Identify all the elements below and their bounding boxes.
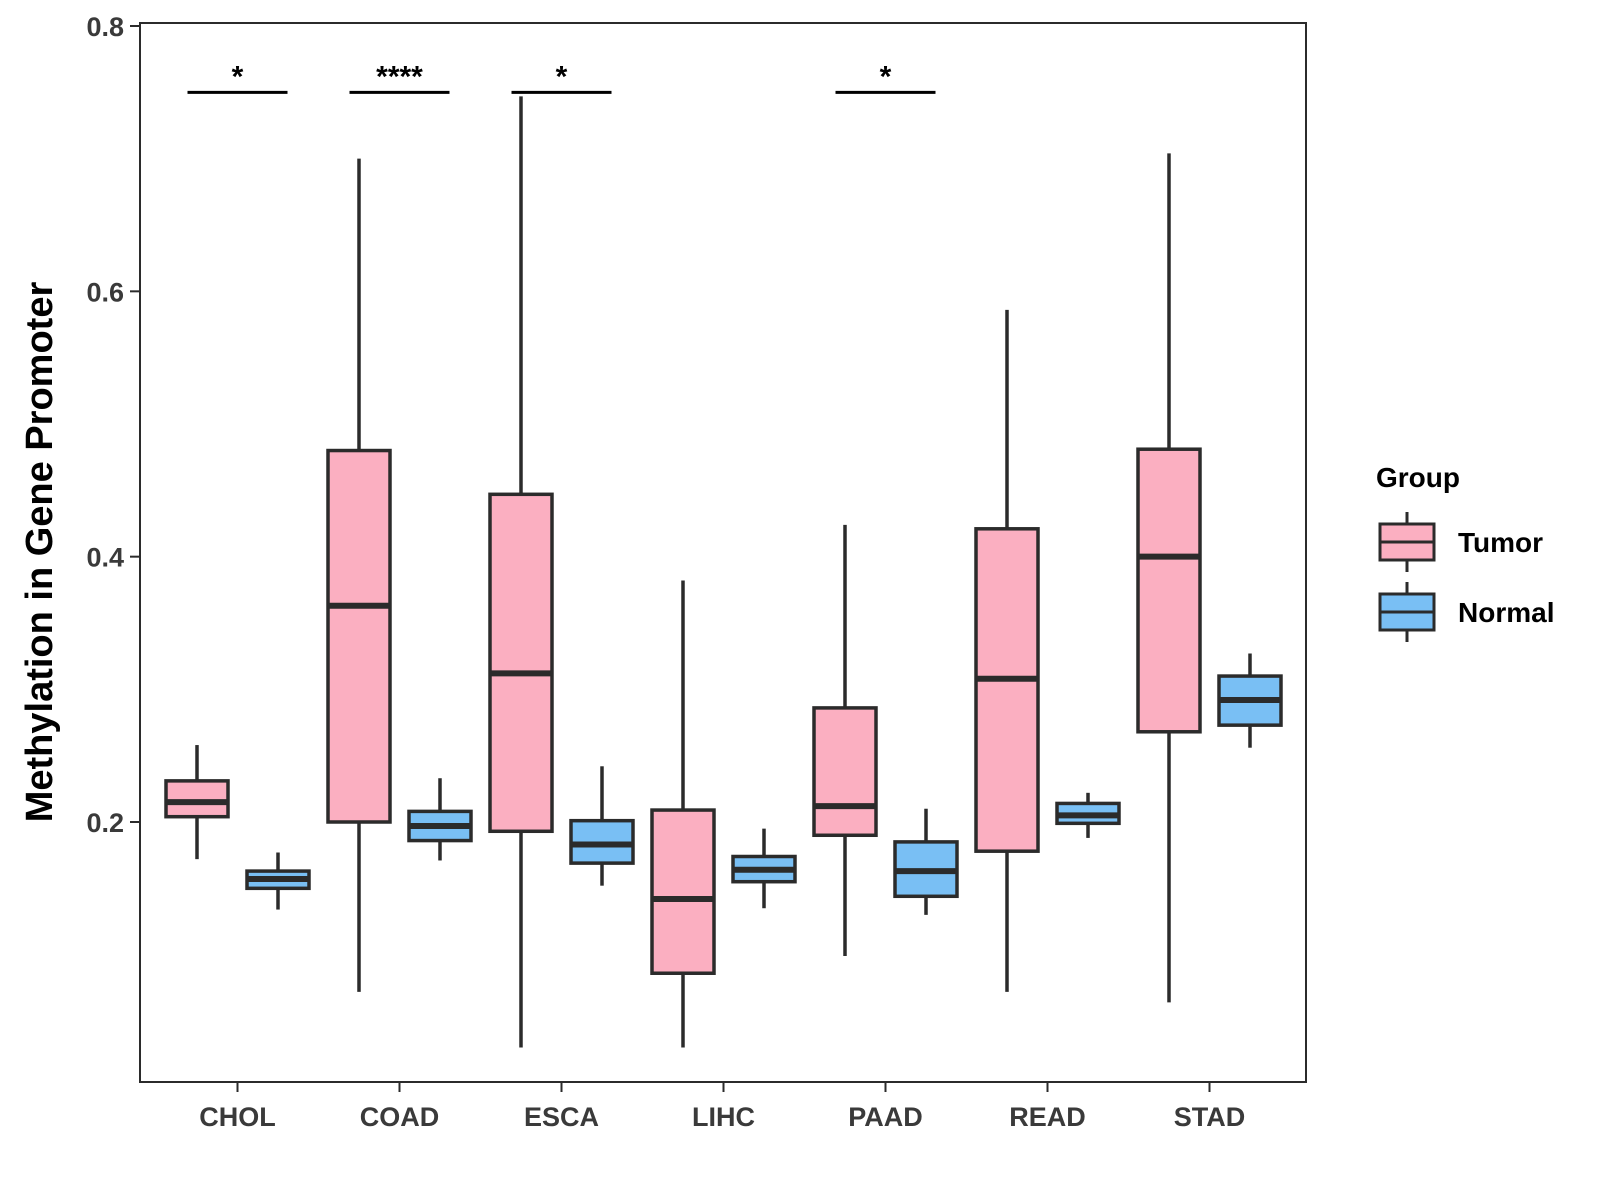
- box-tumor-coad: [326, 158, 392, 992]
- significance-label: *: [232, 60, 244, 93]
- box-tumor-lihc: [650, 580, 716, 1048]
- x-tick-label: READ: [1009, 1102, 1086, 1132]
- y-tick-label: 0.6: [86, 277, 124, 307]
- legend-entry-tumor: Tumor: [1378, 512, 1543, 572]
- box-body: [1136, 447, 1202, 734]
- legend-label: Normal: [1458, 597, 1554, 628]
- box-tumor-chol: [164, 745, 230, 860]
- y-tick-label: 0.4: [86, 543, 124, 573]
- significance-coad: ****: [349, 60, 450, 94]
- box-normal-esca: [569, 766, 635, 886]
- y-axis: 0.2 0.4 0.6 0.8: [86, 12, 140, 838]
- x-tick-label: PAAD: [848, 1102, 923, 1132]
- legend: Group Tumor Normal: [1376, 462, 1554, 642]
- box-body: [650, 808, 716, 975]
- significance-label: *: [880, 60, 892, 93]
- significance-paad: *: [835, 60, 936, 94]
- box-series: [164, 96, 1283, 1048]
- significance-label: ****: [376, 60, 423, 93]
- significance-annotations: * **** * *: [187, 60, 936, 94]
- box-tumor-read: [974, 309, 1040, 992]
- box-normal-stad: [1217, 653, 1283, 748]
- legend-title: Group: [1376, 462, 1460, 493]
- plot-panel: [139, 22, 1307, 1083]
- box-normal-paad: [893, 808, 959, 915]
- y-tick-label: 0.2: [86, 808, 124, 838]
- box-tumor-esca: [488, 96, 554, 1048]
- legend-label: Tumor: [1458, 527, 1543, 558]
- box-tumor-stad: [1136, 153, 1202, 1003]
- box-body: [164, 779, 230, 819]
- box-body: [488, 492, 554, 834]
- legend-entry-normal: Normal: [1378, 582, 1554, 642]
- box-normal-chol: [245, 852, 311, 910]
- x-tick-label: COAD: [360, 1102, 440, 1132]
- box-body: [812, 706, 878, 838]
- box-body: [974, 527, 1040, 853]
- x-axis: CHOL COAD ESCA LIHC PAAD READ STAD: [199, 1082, 1245, 1132]
- y-tick-label: 0.8: [86, 12, 124, 42]
- box-tumor-paad: [812, 524, 878, 956]
- x-tick-label: ESCA: [524, 1102, 599, 1132]
- box-normal-lihc: [731, 828, 797, 909]
- x-tick-label: CHOL: [199, 1102, 276, 1132]
- x-tick-label: STAD: [1174, 1102, 1246, 1132]
- y-axis-title: Methylation in Gene Promoter: [19, 282, 61, 823]
- box-normal-coad: [407, 778, 473, 861]
- significance-esca: *: [511, 60, 612, 94]
- significance-label: *: [556, 60, 568, 93]
- box-normal-read: [1055, 792, 1121, 838]
- significance-chol: *: [187, 60, 288, 94]
- box-body: [326, 448, 392, 824]
- x-tick-label: LIHC: [692, 1102, 755, 1132]
